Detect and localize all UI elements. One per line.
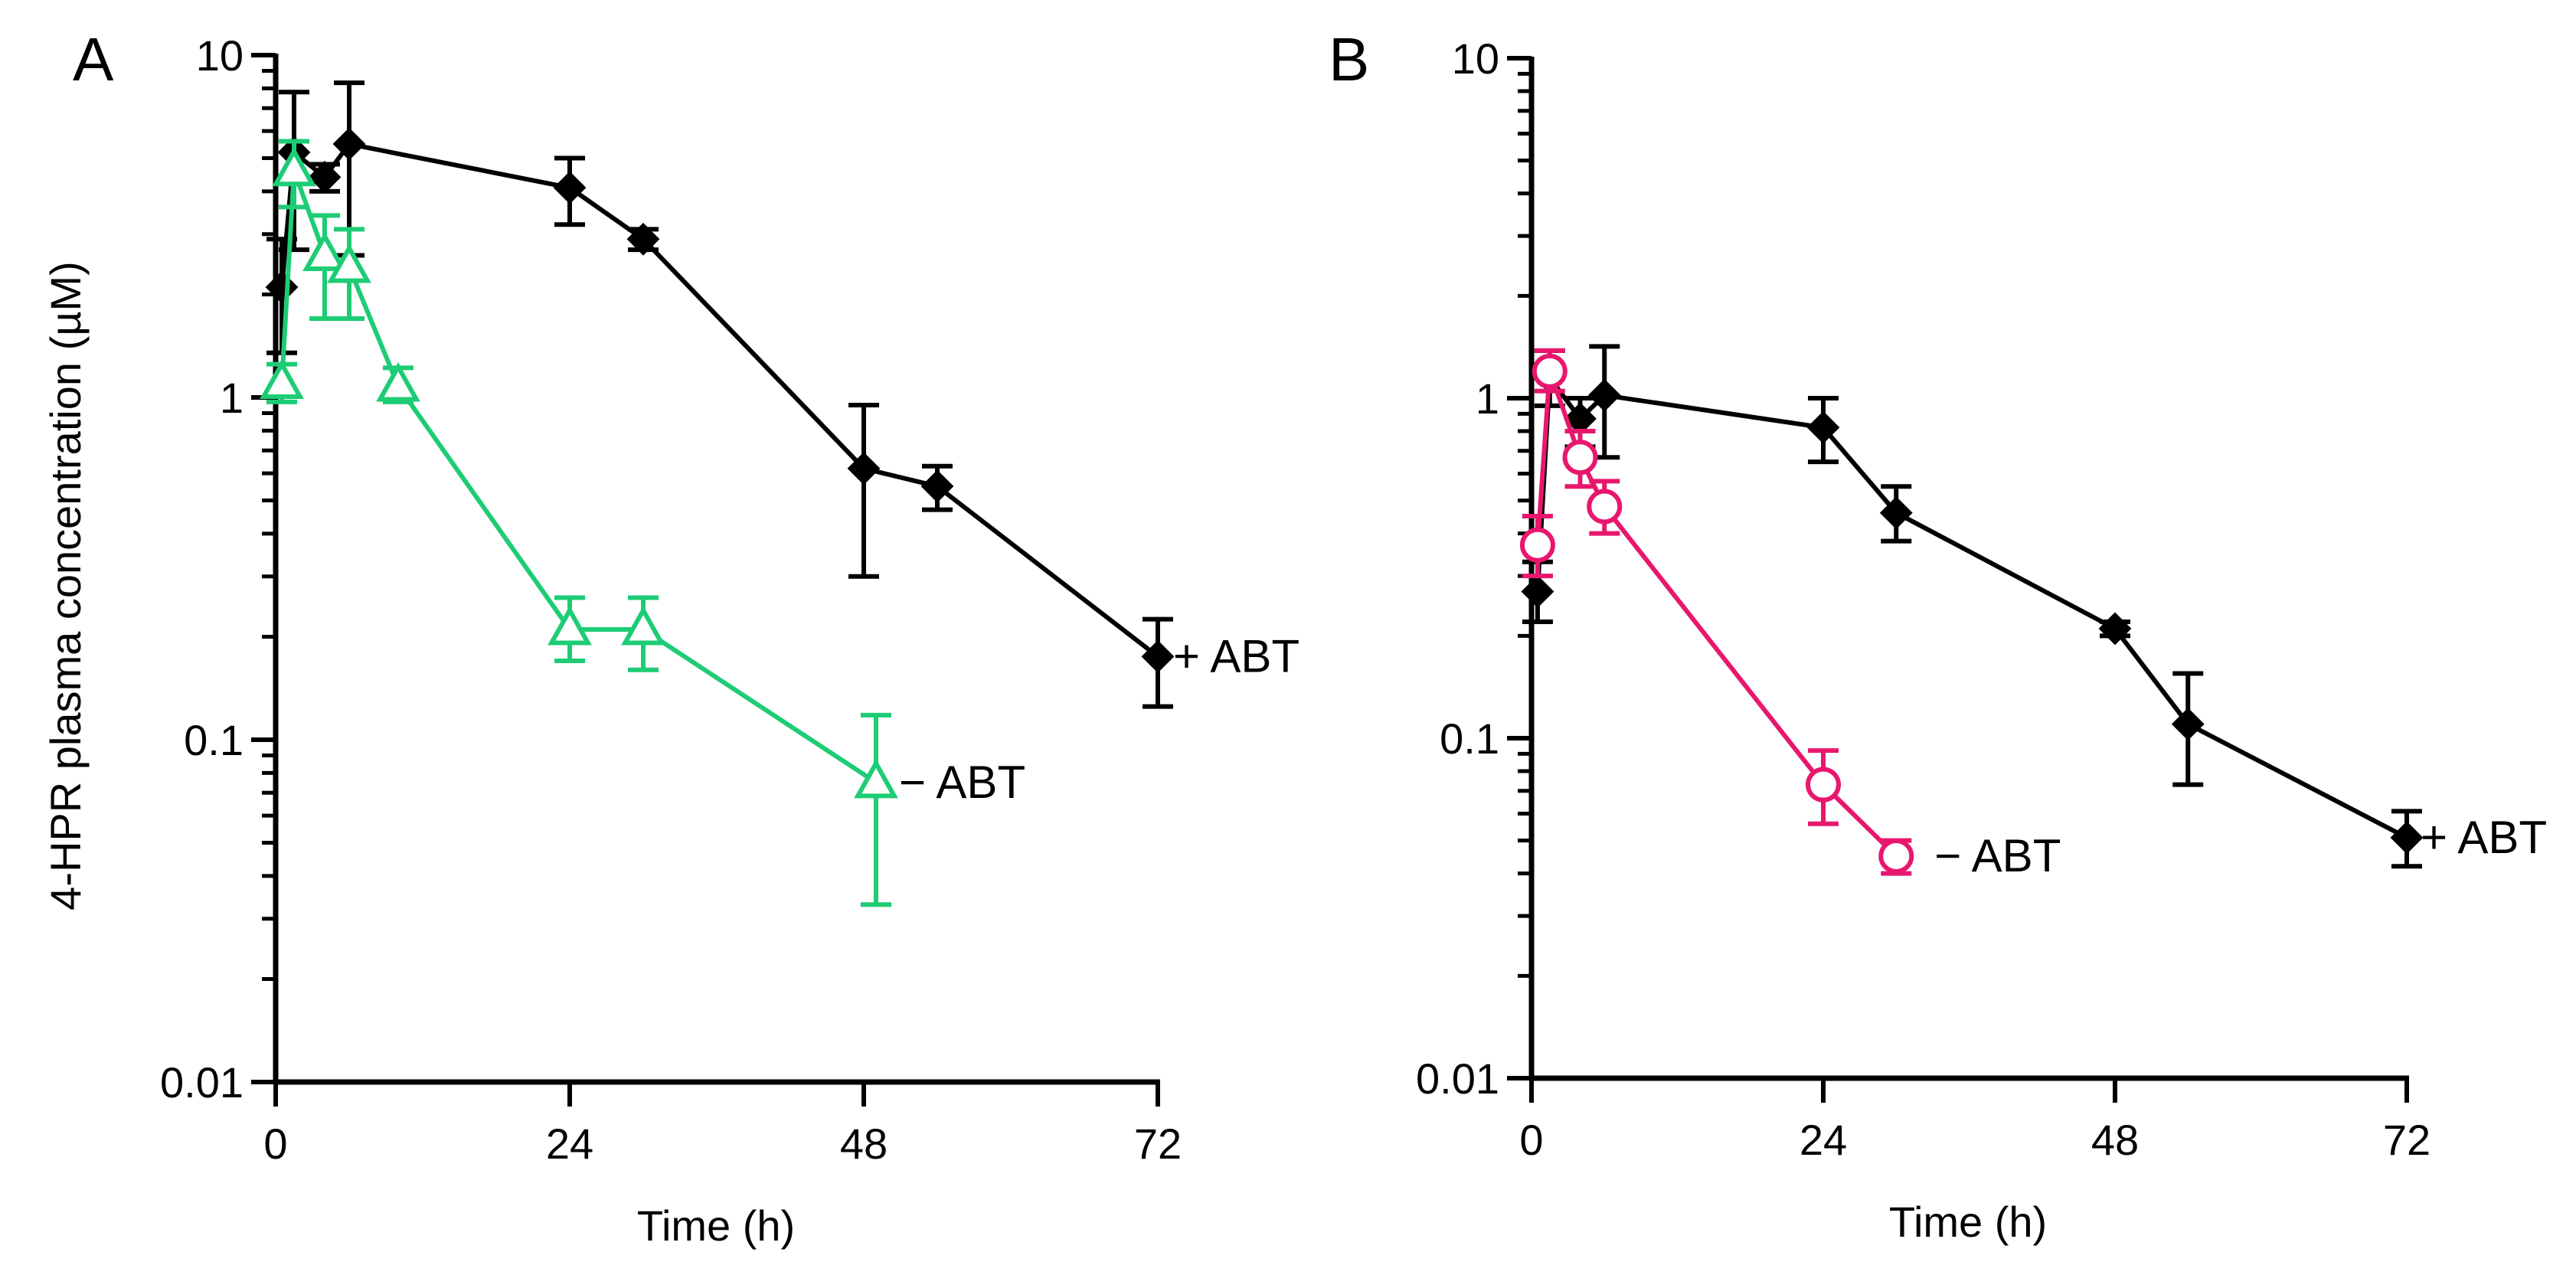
data-point-triangle	[376, 361, 420, 402]
y-tick-label: 0.01	[1416, 1054, 1499, 1103]
y-tick-label: 10	[196, 31, 244, 80]
data-point-diamond	[553, 171, 587, 204]
x-tick-label: 72	[2383, 1116, 2431, 1164]
data-point-triangle	[272, 146, 316, 187]
y-tick-label: 0.1	[184, 716, 244, 764]
series-line	[280, 168, 878, 785]
data-point-diamond	[2390, 821, 2424, 855]
data-point-circle	[1878, 838, 1914, 874]
series-label: + ABT	[2421, 812, 2547, 863]
panel-a-axes: 0.01 0.1 1 10 0 24 48 72	[160, 31, 1182, 1168]
series-label: + ABT	[1173, 630, 1299, 682]
data-point-circle	[1532, 353, 1568, 389]
panel-b-letter: B	[1329, 25, 1369, 93]
series-plus-abt: + ABT	[265, 80, 1299, 709]
x-tick-label: 48	[2091, 1116, 2139, 1164]
x-tick-label: 72	[1134, 1120, 1182, 1168]
data-point-diamond	[1806, 410, 1840, 444]
panel-b-x-axis-title: Time (h)	[1889, 1198, 2047, 1246]
data-point-diamond	[1141, 639, 1175, 673]
x-tick-label: 48	[840, 1120, 888, 1168]
data-point-diamond	[265, 270, 299, 304]
series-minus-abt: − ABT	[260, 139, 1025, 907]
data-point-triangle	[327, 243, 371, 283]
data-point-circle	[1806, 767, 1841, 803]
series-plus-abt: + ABT	[1521, 344, 2547, 869]
panel-a-plot-area: + ABT − ABT	[260, 80, 1299, 907]
y-tick-label: 0.1	[1440, 714, 1499, 763]
series-line	[1535, 375, 2408, 840]
data-point-triangle	[548, 605, 592, 646]
data-point-diamond	[1521, 575, 1554, 608]
x-tick-label: 0	[263, 1120, 287, 1168]
data-point-diamond	[332, 127, 366, 161]
data-point-circle	[1562, 440, 1598, 476]
data-point-diamond	[2171, 708, 2205, 741]
y-tick-label: 1	[220, 374, 244, 422]
data-point-diamond	[1587, 378, 1621, 412]
data-point-diamond	[2098, 612, 2132, 646]
data-point-triangle	[260, 359, 304, 399]
panel-a: A 4-HPR plasma concentration (µM) Time (…	[41, 25, 1299, 1250]
series-label: − ABT	[899, 757, 1025, 808]
panel-b-axes: 0.01 0.1 1 10 0 24 48 72	[1416, 34, 2431, 1164]
y-tick-label: 10	[1452, 34, 1499, 83]
panel-b: B Time (h) 0.01 0.1 1 10 0 24 48 72 + ABT − ABT	[1329, 25, 2547, 1246]
x-tick-label: 24	[1800, 1116, 1847, 1164]
series-minus-abt: − ABT	[1519, 348, 2061, 881]
panel-a-x-axis-title: Time (h)	[637, 1201, 795, 1250]
data-point-diamond	[308, 160, 342, 194]
data-point-diamond	[920, 469, 954, 503]
x-tick-label: 0	[1519, 1116, 1543, 1164]
panel-b-plot-area: + ABT − ABT	[1519, 344, 2547, 881]
data-point-diamond	[847, 452, 881, 485]
y-tick-label: 1	[1476, 374, 1499, 423]
data-point-triangle	[854, 758, 898, 799]
y-tick-label: 0.01	[160, 1058, 244, 1107]
y-axis-title: 4-HPR plasma concentration (µM)	[41, 261, 90, 910]
data-point-circle	[1519, 527, 1555, 563]
series-label: − ABT	[1934, 830, 2061, 881]
data-point-diamond	[1879, 496, 1913, 530]
panel-a-letter: A	[73, 25, 114, 93]
data-point-triangle	[621, 605, 665, 646]
data-point-diamond	[626, 222, 660, 256]
data-point-circle	[1587, 489, 1623, 525]
x-tick-label: 24	[546, 1120, 593, 1168]
data-point-triangle	[302, 231, 347, 272]
